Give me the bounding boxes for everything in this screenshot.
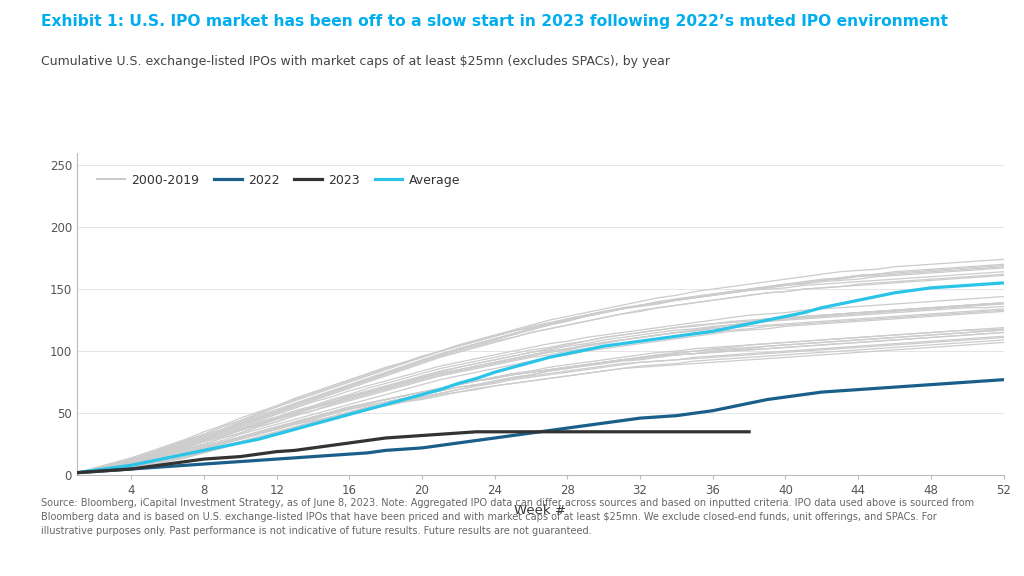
Text: Source: Bloomberg, iCapital Investment Strategy, as of June 8, 2023. Note: Aggre: Source: Bloomberg, iCapital Investment S… xyxy=(41,498,974,536)
Legend: 2000-2019, 2022, 2023, Average: 2000-2019, 2022, 2023, Average xyxy=(92,169,465,192)
X-axis label: Week #: Week # xyxy=(514,504,566,517)
Text: Cumulative U.S. exchange-listed IPOs with market caps of at least $25mn (exclude: Cumulative U.S. exchange-listed IPOs wit… xyxy=(41,55,670,68)
Text: Exhibit 1: U.S. IPO market has been off to a slow start in 2023 following 2022’s: Exhibit 1: U.S. IPO market has been off … xyxy=(41,14,948,29)
